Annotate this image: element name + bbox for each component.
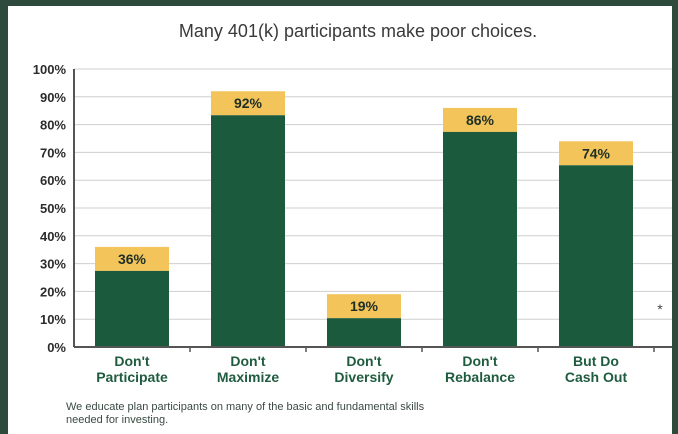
y-tick-label: 40%: [40, 229, 66, 244]
y-tick-label: 20%: [40, 284, 66, 299]
bar-cap: [95, 246, 169, 271]
bar-cap: [443, 107, 517, 132]
x-category-label: Don't: [462, 353, 498, 369]
y-tick-label: 50%: [40, 201, 66, 216]
y-tick-label: 80%: [40, 118, 66, 133]
y-axis-ticks: 0% 10% 20% 30% 40% 50% 60% 70% 80% 90% 100%: [33, 62, 67, 355]
chart-title: Many 401(k) participants make poor choic…: [179, 21, 537, 41]
x-category-label: Maximize: [217, 369, 279, 385]
data-label: 86%: [466, 112, 495, 128]
x-category-label: But Do: [573, 353, 619, 369]
bar: [327, 318, 401, 347]
bars: [95, 91, 633, 348]
x-category-label: Rebalance: [445, 369, 515, 385]
y-tick-label: 0%: [47, 340, 66, 355]
footnote-line-1: We educate plan participants on many of …: [66, 401, 425, 413]
bar: [443, 131, 517, 347]
y-tick-label: 10%: [40, 312, 66, 327]
y-tick-label: 70%: [40, 145, 66, 160]
y-tick-label: 90%: [40, 90, 66, 105]
bar: [95, 270, 169, 347]
x-category-label: Diversify: [334, 369, 393, 385]
x-category-label: Cash Out: [565, 369, 628, 385]
y-tick-label: 100%: [33, 62, 67, 77]
chart-frame: Many 401(k) participants make poor choic…: [8, 6, 672, 434]
side-mark: *: [657, 301, 663, 317]
x-category-label: Don't: [230, 353, 266, 369]
data-label: 19%: [350, 298, 379, 314]
data-label: 74%: [582, 145, 611, 161]
footnote-line-2: needed for investing.: [66, 414, 168, 426]
data-label: 36%: [118, 251, 147, 267]
bar-cap: [327, 294, 401, 319]
bar: [559, 165, 633, 347]
gridlines: [74, 68, 672, 320]
data-labels: 36% 92% 19% 86% 74%: [118, 95, 611, 314]
x-category-label: Don't: [346, 353, 382, 369]
bar-chart: Many 401(k) participants make poor choic…: [33, 21, 672, 426]
x-category-label: Don't: [114, 353, 150, 369]
data-label: 92%: [234, 95, 263, 111]
y-tick-label: 60%: [40, 173, 66, 188]
x-axis-categories: Don'tParticipateDon'tMaximizeDon'tDivers…: [96, 347, 655, 385]
bar-cap: [559, 141, 633, 166]
bar-cap: [211, 91, 285, 116]
y-tick-label: 30%: [40, 257, 66, 272]
bar: [211, 115, 285, 348]
x-category-label: Participate: [96, 369, 168, 385]
